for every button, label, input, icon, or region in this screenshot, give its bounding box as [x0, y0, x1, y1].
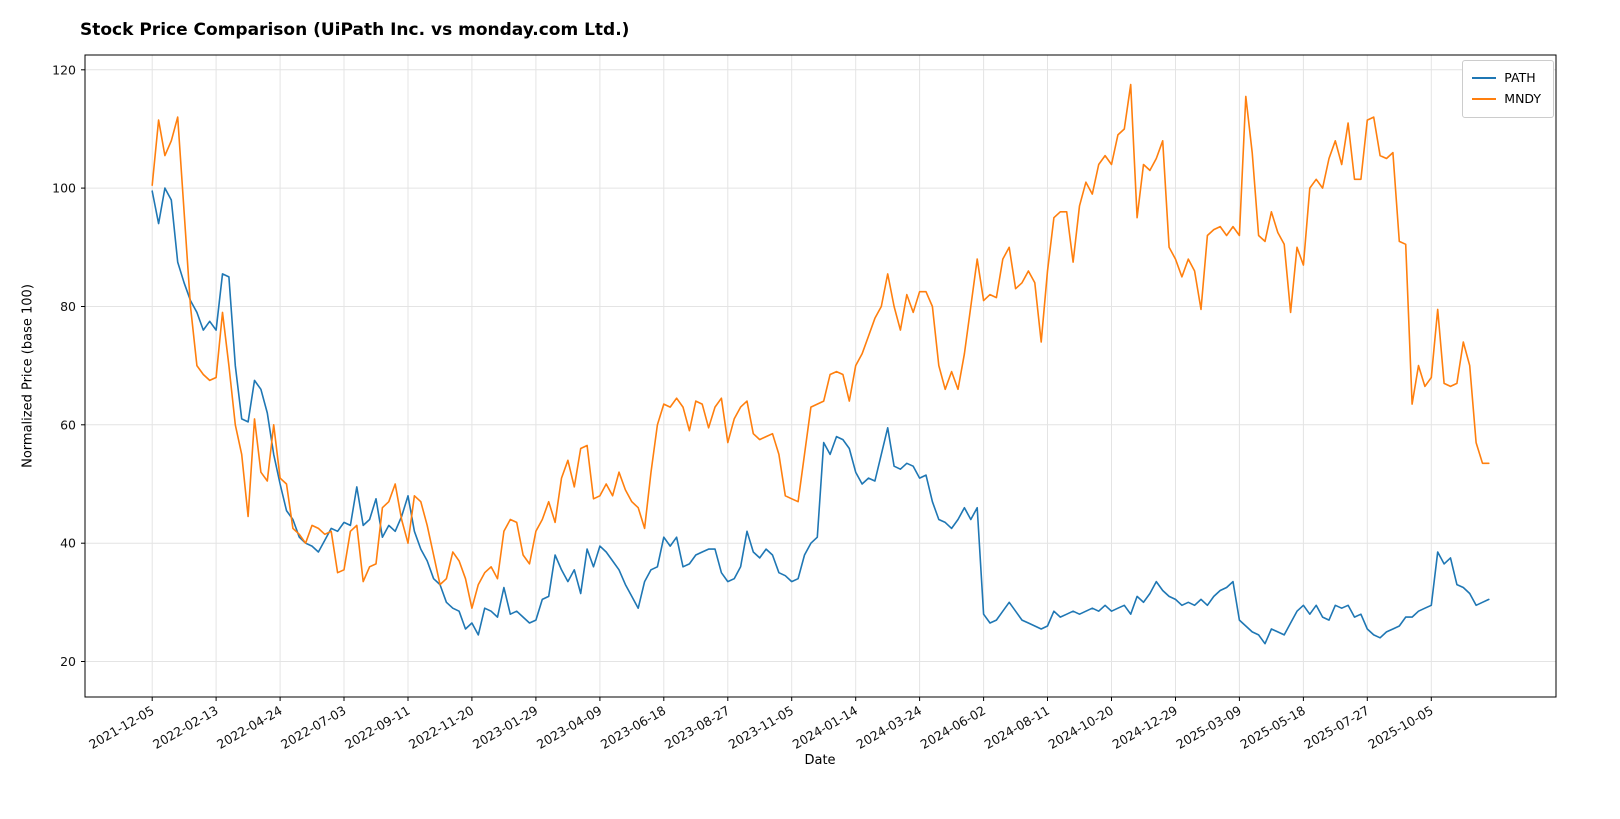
x-tick-label: 2023-01-29: [470, 703, 540, 752]
x-tick-label: 2023-08-27: [662, 703, 732, 752]
series-line-MNDY: [151, 83, 1490, 610]
plot-spines: [84, 54, 1557, 698]
x-tick-label: 2024-01-14: [790, 703, 860, 752]
x-tick-label: 2022-11-20: [406, 703, 476, 752]
x-tick-label: 2022-09-11: [342, 703, 412, 752]
y-tick-label: 100: [52, 181, 76, 196]
y-tick-label: 60: [60, 417, 76, 432]
x-tick-label: 2023-04-09: [534, 703, 604, 752]
y-tick-label: 40: [60, 536, 76, 551]
x-axis-label: Date: [804, 753, 836, 768]
y-tick-label: 120: [52, 62, 76, 77]
x-tick-label: 2022-04-24: [214, 703, 284, 752]
y-tick-label: 20: [60, 654, 76, 669]
x-tick-label: 2025-07-27: [1301, 703, 1371, 752]
y-axis-label: Normalized Price (base 100): [20, 284, 36, 468]
x-tick-label: 2025-03-09: [1173, 703, 1243, 752]
legend-entry-path: PATH: [1472, 69, 1541, 88]
legend-entry-mndy: MNDY: [1472, 90, 1541, 109]
x-tick-label: 2025-10-05: [1365, 703, 1435, 752]
path-line-swatch: [1472, 77, 1497, 80]
x-tick-label: 2024-12-29: [1110, 703, 1180, 752]
x-tick-label: 2022-02-13: [150, 703, 220, 752]
legend: PATH MNDY: [1462, 60, 1554, 118]
x-tick-label: 2024-10-20: [1046, 703, 1116, 752]
legend-label-mndy: MNDY: [1504, 90, 1541, 106]
legend-label-path: PATH: [1504, 70, 1536, 85]
x-tick-label: 2023-11-05: [726, 703, 796, 752]
x-tick-label: 2025-05-18: [1237, 703, 1307, 752]
x-tick-label: 2023-06-18: [598, 703, 668, 752]
x-tick-label: 2024-08-11: [982, 703, 1052, 752]
x-tick-label: 2021-12-05: [86, 703, 156, 752]
series-line-PATH: [151, 187, 1490, 645]
y-tick-label: 80: [60, 299, 76, 314]
x-tick-label: 2024-06-02: [918, 703, 988, 752]
x-tick-label: 2022-07-03: [278, 703, 348, 752]
mndy-line-swatch: [1472, 98, 1497, 101]
chart-title: Stock Price Comparison (UiPath Inc. vs m…: [80, 20, 630, 40]
x-tick-label: 2024-03-24: [854, 703, 924, 752]
